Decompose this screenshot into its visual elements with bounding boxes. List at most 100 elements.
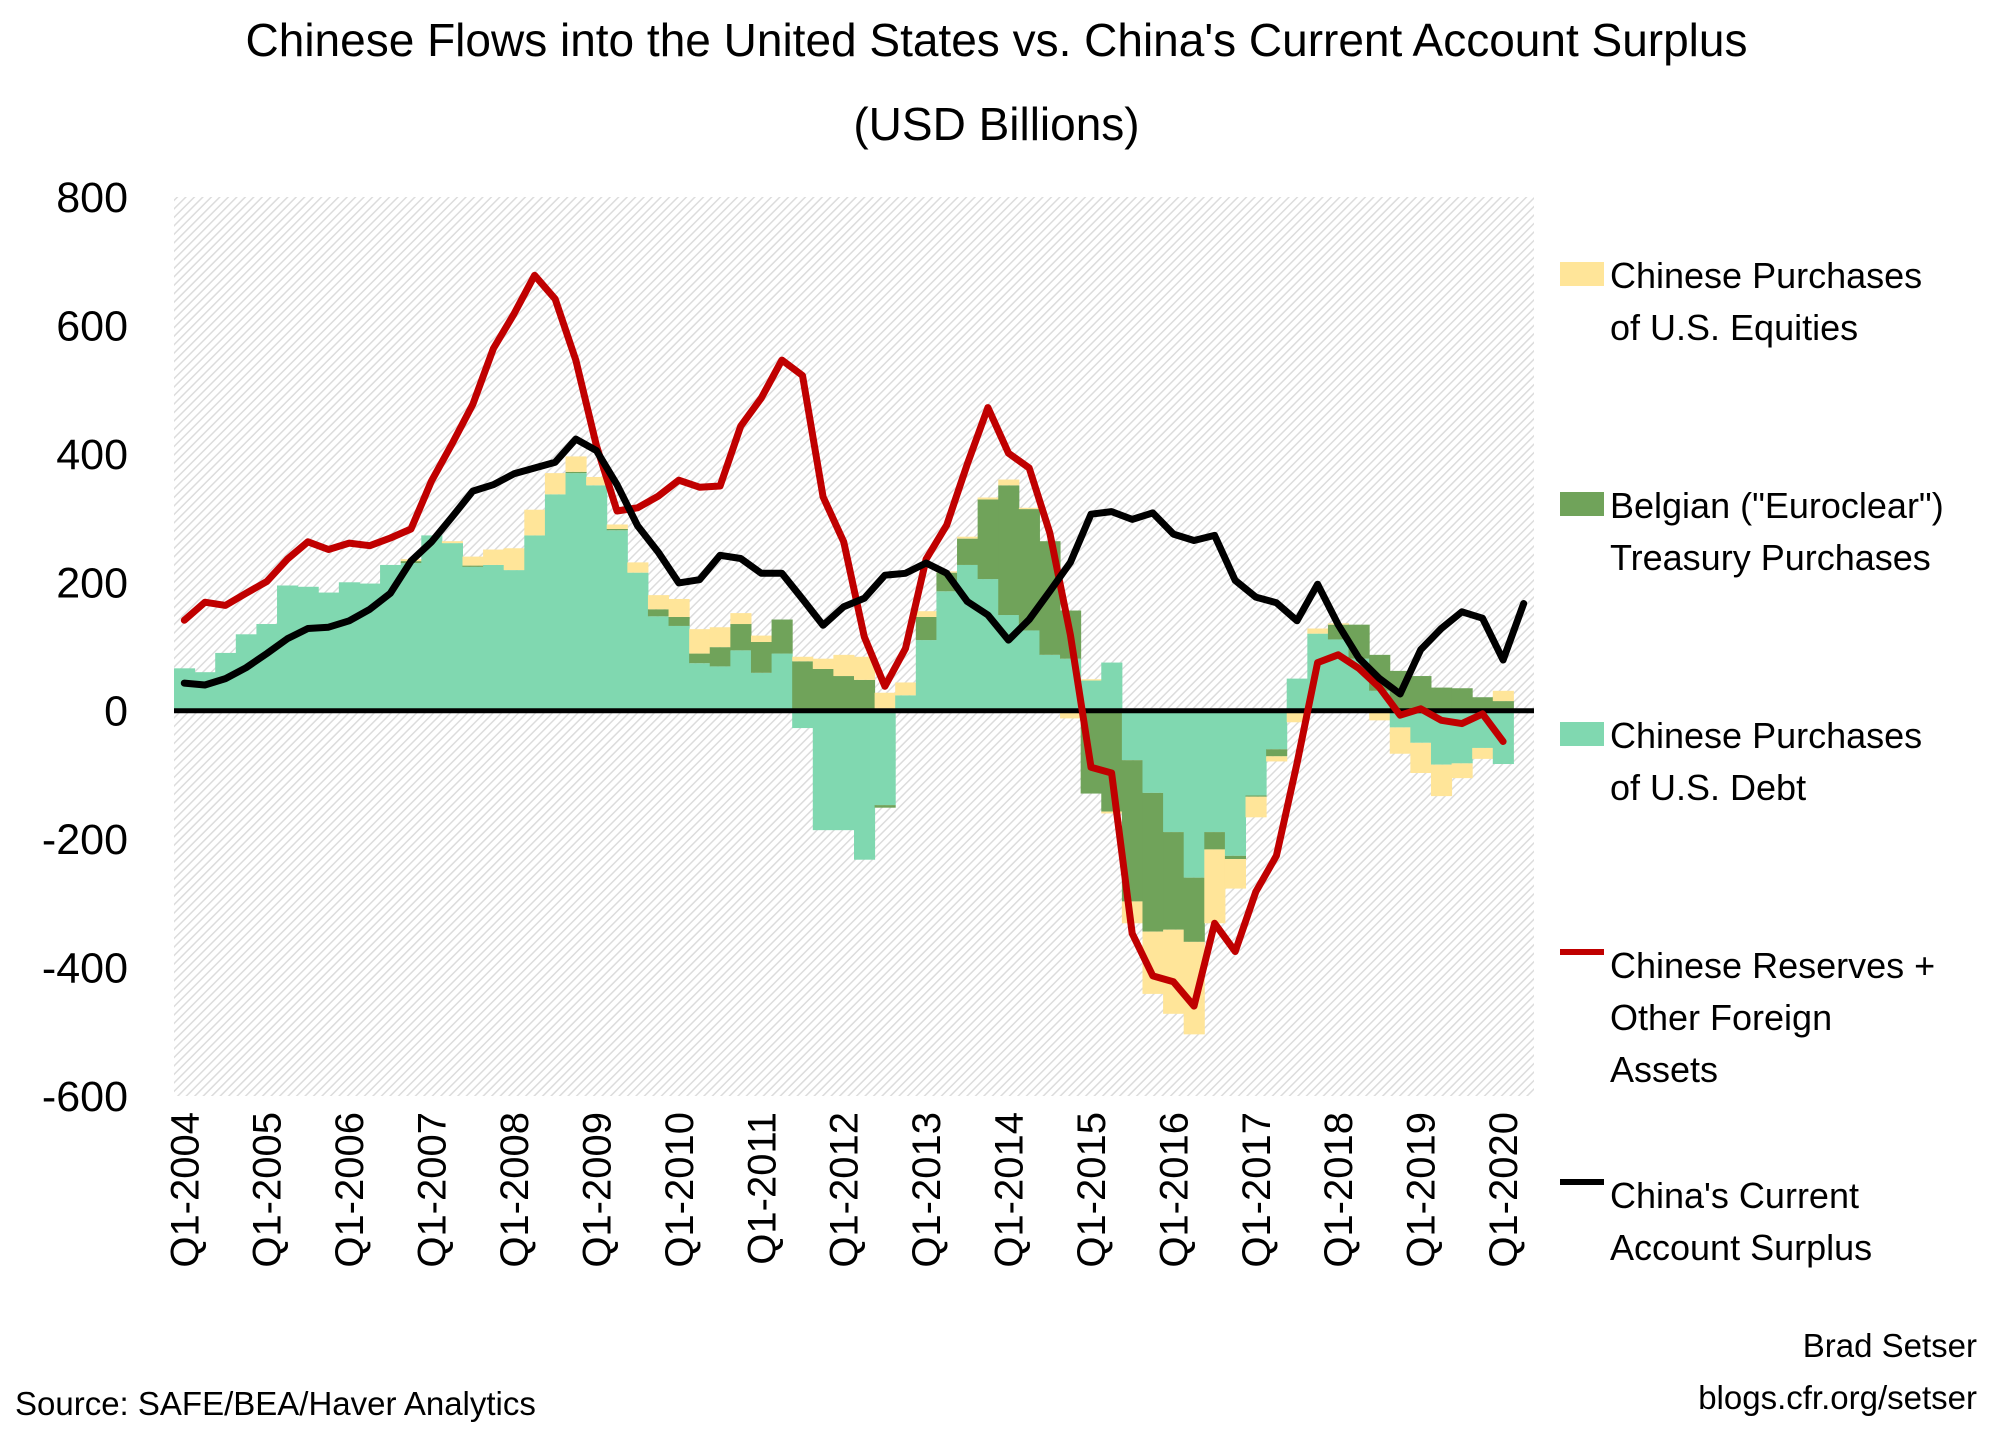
bar-2-q26 <box>709 627 731 648</box>
bar-1-q21 <box>606 528 628 531</box>
bar-2-q23 <box>647 595 670 610</box>
legend-swatch <box>1560 262 1604 286</box>
bar-0-q6 <box>297 586 319 711</box>
bar-1-q46 <box>1121 760 1143 902</box>
bar-0-q1 <box>194 672 216 711</box>
bar-1-q38 <box>957 538 979 565</box>
bar-2-q31 <box>812 658 834 669</box>
bar-1-q48 <box>1163 832 1185 930</box>
legend-label: Chinese Reserves + Other Foreign Assets <box>1610 945 1936 1090</box>
bar-1-q27 <box>730 624 752 651</box>
bar-0-q0 <box>174 668 196 711</box>
x-tick-label: Q1-2004 <box>163 1112 207 1268</box>
bar-1-q60 <box>1410 676 1432 711</box>
y-axis-ticks: 800 600 400 200 0 -200 -400 -600 <box>42 174 128 1121</box>
bar-1-q31 <box>812 668 834 711</box>
bar-0-q42 <box>1039 654 1061 711</box>
y-tick-label: 800 <box>56 174 128 222</box>
bar-0-q56 <box>1327 639 1350 711</box>
x-tick-label: Q1-2019 <box>1400 1112 1444 1268</box>
bar-2-q20 <box>586 476 608 486</box>
bar-2-q44 <box>1080 679 1102 681</box>
bar-1-q64 <box>1492 701 1514 711</box>
bar-1-q53 <box>1266 749 1288 757</box>
bar-0-q14 <box>462 566 484 711</box>
legend-item-4: China's Current Account Surplus <box>1560 1170 1872 1274</box>
bar-0-q49 <box>1183 710 1205 878</box>
y-tick-label: -200 <box>42 816 128 864</box>
bar-0-q35 <box>895 695 917 711</box>
bar-0-q47 <box>1142 710 1164 793</box>
bar-0-q16 <box>503 570 525 711</box>
legend-label: Chinese Purchases of U.S. Equities <box>1610 255 1923 348</box>
y-tick-label: 400 <box>56 431 128 479</box>
bar-1-q30 <box>792 661 814 711</box>
bar-2-q19 <box>565 456 587 472</box>
bar-0-q26 <box>709 666 731 711</box>
bar-2-q36 <box>915 611 937 617</box>
legend-swatch <box>1560 492 1604 516</box>
bar-2-q15 <box>483 549 505 565</box>
bar-1-q39 <box>977 499 999 580</box>
bar-0-q33 <box>854 710 876 860</box>
x-tick-label: Q1-2005 <box>246 1112 290 1268</box>
bar-1-q40 <box>998 485 1020 616</box>
bar-1-q50 <box>1204 832 1226 850</box>
bar-0-q41 <box>1018 630 1040 711</box>
legend-label: Chinese Purchases of U.S. Debt <box>1610 715 1923 808</box>
x-tick-label: Q1-2015 <box>1070 1112 1114 1268</box>
y-tick-label: 600 <box>56 302 128 350</box>
bar-2-q48 <box>1163 929 1185 1014</box>
bar-2-q38 <box>957 536 979 539</box>
legend-item-2: Chinese Purchases of U.S. Debt <box>1560 710 1922 814</box>
bar-0-q48 <box>1163 710 1185 833</box>
bar-0-q31 <box>812 710 834 831</box>
bar-2-q63 <box>1472 747 1494 759</box>
bar-1-q52 <box>1245 795 1267 797</box>
bar-0-q24 <box>668 625 690 711</box>
y-tick-label: -600 <box>42 1073 128 1121</box>
bar-0-q44 <box>1080 680 1102 711</box>
bar-1-q41 <box>1018 509 1040 631</box>
bar-2-q17 <box>524 509 546 536</box>
bar-0-q20 <box>586 485 608 711</box>
bar-1-q34 <box>874 805 896 808</box>
bar-1-q14 <box>462 565 484 567</box>
x-tick-label: Q1-2012 <box>823 1112 867 1268</box>
x-tick-label: Q1-2016 <box>1152 1112 1196 1268</box>
y-tick-label: 200 <box>56 559 128 607</box>
bar-2-q45 <box>1101 811 1123 814</box>
x-axis-ticks: Q1-2004 Q1-2005 Q1-2006 Q1-2007 Q1-2008 Q1-20… <box>163 1112 1526 1268</box>
bar-0-q29 <box>771 653 793 711</box>
bar-0-q27 <box>730 650 752 711</box>
bar-0-q5 <box>277 585 299 711</box>
y-tick-label: -400 <box>42 945 128 993</box>
bar-2-q53 <box>1266 756 1288 762</box>
x-tick-label: Q1-2010 <box>658 1112 702 1268</box>
legend-label: Belgian ("Euroclear") Treasury Purchases <box>1610 485 1944 578</box>
x-tick-label: Q1-2013 <box>905 1112 949 1268</box>
x-tick-label: Q1-2009 <box>575 1112 619 1268</box>
bar-1-q61 <box>1430 687 1453 711</box>
x-tick-label: Q1-2007 <box>411 1112 455 1268</box>
legend-item-1: Belgian ("Euroclear") Treasury Purchases <box>1560 480 1944 584</box>
source-note: Source: SAFE/BEA/Haver Analytics <box>15 1385 536 1422</box>
bar-0-q7 <box>318 592 340 711</box>
bar-1-q62 <box>1451 688 1473 711</box>
bar-1-q45 <box>1101 710 1123 812</box>
bar-0-q3 <box>235 634 257 711</box>
x-tick-label: Q1-2018 <box>1317 1112 1361 1268</box>
x-tick-label: Q1-2008 <box>493 1112 537 1268</box>
bar-2-q14 <box>462 556 484 566</box>
bar-1-q23 <box>647 609 670 617</box>
bar-0-q15 <box>483 564 505 711</box>
bar-0-q60 <box>1410 710 1432 743</box>
line-series-3 <box>180 271 1507 1010</box>
legend-swatch <box>1560 949 1604 955</box>
x-tick-label: Q1-2020 <box>1482 1112 1526 1268</box>
bar-2-q58 <box>1369 710 1391 721</box>
bar-2-q52 <box>1245 796 1267 818</box>
bar-2-q50 <box>1204 849 1226 924</box>
bar-1-q33 <box>854 679 876 711</box>
